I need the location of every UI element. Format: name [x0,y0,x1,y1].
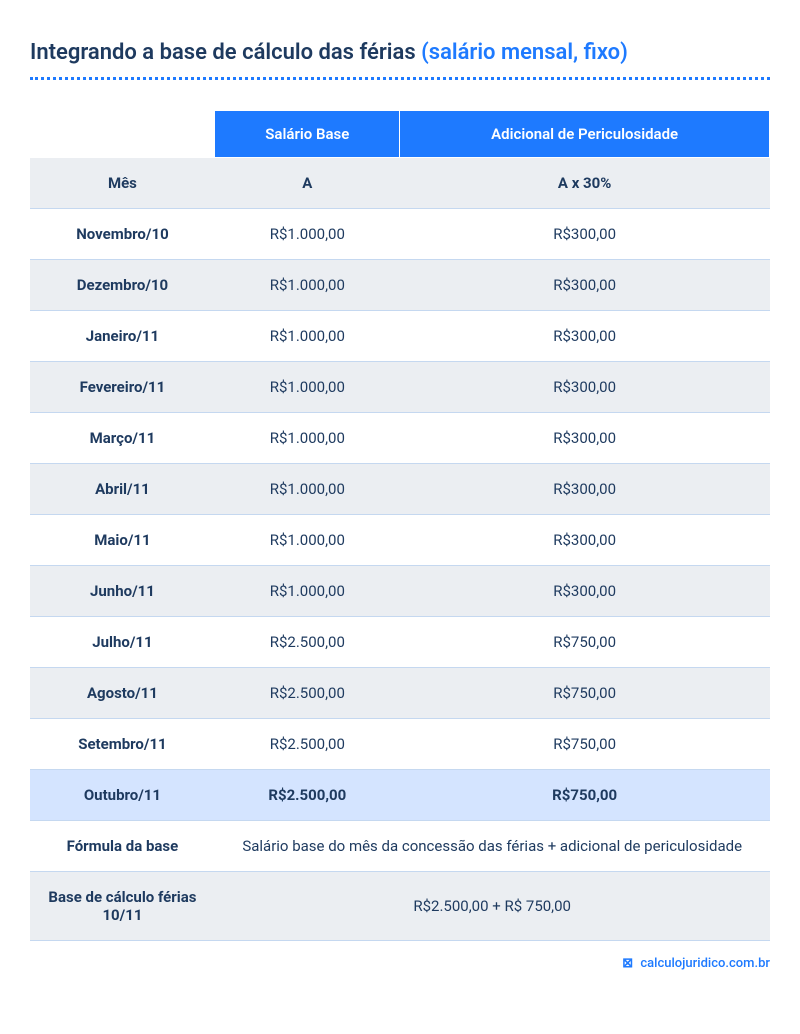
cell-adicional: R$300,00 [400,362,770,413]
table-row: Abril/11R$1.000,00R$300,00 [30,464,770,515]
cell-base: R$2.500,00 [215,719,400,770]
title-main: Integrando a base de cálculo das férias [30,40,416,65]
cell-adicional: R$750,00 [400,770,770,821]
cell-month: Dezembro/10 [30,260,215,311]
logo-icon: ⊠ [622,956,633,971]
cell-month: Fevereiro/11 [30,362,215,413]
cell-base: R$1.000,00 [215,515,400,566]
table-row: Dezembro/10R$1.000,00R$300,00 [30,260,770,311]
table-row: Junho/11R$1.000,00R$300,00 [30,566,770,617]
cell-month: Julho/11 [30,617,215,668]
cell-month: Março/11 [30,413,215,464]
cell-month: Novembro/10 [30,209,215,260]
result-label: Base de cálculo férias 10/11 [30,872,215,941]
cell-month: Abril/11 [30,464,215,515]
subheader-formula: A x 30% [400,158,770,209]
table-row: Setembro/11R$2.500,00R$750,00 [30,719,770,770]
cell-month: Junho/11 [30,566,215,617]
formula-row: Fórmula da baseSalário base do mês da co… [30,821,770,872]
cell-base: R$2.500,00 [215,668,400,719]
calculation-table: Salário Base Adicional de Periculosidade… [30,110,770,941]
table-row: Março/11R$1.000,00R$300,00 [30,413,770,464]
result-value: R$2.500,00 + R$ 750,00 [215,872,770,941]
cell-base: R$1.000,00 [215,209,400,260]
cell-base: R$2.500,00 [215,617,400,668]
cell-adicional: R$300,00 [400,413,770,464]
formula-value: Salário base do mês da concessão das fér… [215,821,770,872]
title-section: Integrando a base de cálculo das férias … [30,40,770,80]
cell-base: R$1.000,00 [215,260,400,311]
cell-adicional: R$300,00 [400,566,770,617]
cell-adicional: R$300,00 [400,464,770,515]
cell-adicional: R$300,00 [400,260,770,311]
table-row: Fevereiro/11R$1.000,00R$300,00 [30,362,770,413]
formula-label: Fórmula da base [30,821,215,872]
cell-month: Setembro/11 [30,719,215,770]
table-row: Novembro/10R$1.000,00R$300,00 [30,209,770,260]
subheader-a: A [215,158,400,209]
cell-base: R$1.000,00 [215,362,400,413]
footer: ⊠ calculojuridico.com.br [30,956,770,971]
table-row: Outubro/11R$2.500,00R$750,00 [30,770,770,821]
result-row: Base de cálculo férias 10/11R$2.500,00 +… [30,872,770,941]
cell-adicional: R$750,00 [400,668,770,719]
table-header-row: Salário Base Adicional de Periculosidade [30,111,770,158]
cell-adicional: R$750,00 [400,719,770,770]
cell-month: Outubro/11 [30,770,215,821]
header-salario-base: Salário Base [215,111,400,158]
table-row: Julho/11R$2.500,00R$750,00 [30,617,770,668]
cell-adicional: R$300,00 [400,209,770,260]
table-row: Agosto/11R$2.500,00R$750,00 [30,668,770,719]
cell-month: Janeiro/11 [30,311,215,362]
table-row: Maio/11R$1.000,00R$300,00 [30,515,770,566]
divider-dotted [30,77,770,80]
cell-adicional: R$750,00 [400,617,770,668]
page-title: Integrando a base de cálculo das férias … [30,40,770,65]
footer-link: calculojuridico.com.br [640,956,770,971]
cell-base: R$1.000,00 [215,311,400,362]
title-highlight: (salário mensal, fixo) [421,40,628,65]
subheader-mes: Mês [30,158,215,209]
header-adicional: Adicional de Periculosidade [400,111,770,158]
cell-base: R$1.000,00 [215,413,400,464]
table-subheader-row: Mês A A x 30% [30,158,770,209]
cell-month: Agosto/11 [30,668,215,719]
cell-base: R$1.000,00 [215,464,400,515]
cell-adicional: R$300,00 [400,311,770,362]
header-empty [30,111,215,158]
cell-month: Maio/11 [30,515,215,566]
cell-adicional: R$300,00 [400,515,770,566]
cell-base: R$2.500,00 [215,770,400,821]
table-row: Janeiro/11R$1.000,00R$300,00 [30,311,770,362]
cell-base: R$1.000,00 [215,566,400,617]
